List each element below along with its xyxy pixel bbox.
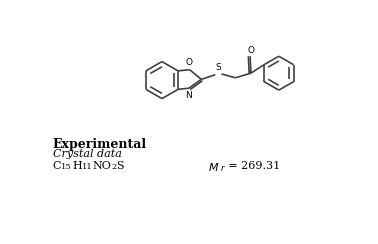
- Text: = 269.31: = 269.31: [226, 161, 280, 171]
- Text: Experimental: Experimental: [53, 138, 147, 151]
- Text: 11: 11: [82, 163, 93, 171]
- Text: S: S: [116, 161, 124, 171]
- Text: H: H: [72, 161, 82, 171]
- Text: NO: NO: [93, 161, 111, 171]
- Text: $r$: $r$: [220, 163, 226, 173]
- Text: S: S: [215, 63, 221, 72]
- Text: 15: 15: [61, 163, 72, 171]
- Text: C: C: [53, 161, 61, 171]
- Text: O: O: [247, 46, 254, 55]
- Text: $M$: $M$: [208, 161, 220, 173]
- Text: O: O: [185, 58, 192, 67]
- Text: 2: 2: [111, 163, 116, 171]
- Text: N: N: [186, 91, 192, 100]
- Text: Crystal data: Crystal data: [53, 149, 122, 159]
